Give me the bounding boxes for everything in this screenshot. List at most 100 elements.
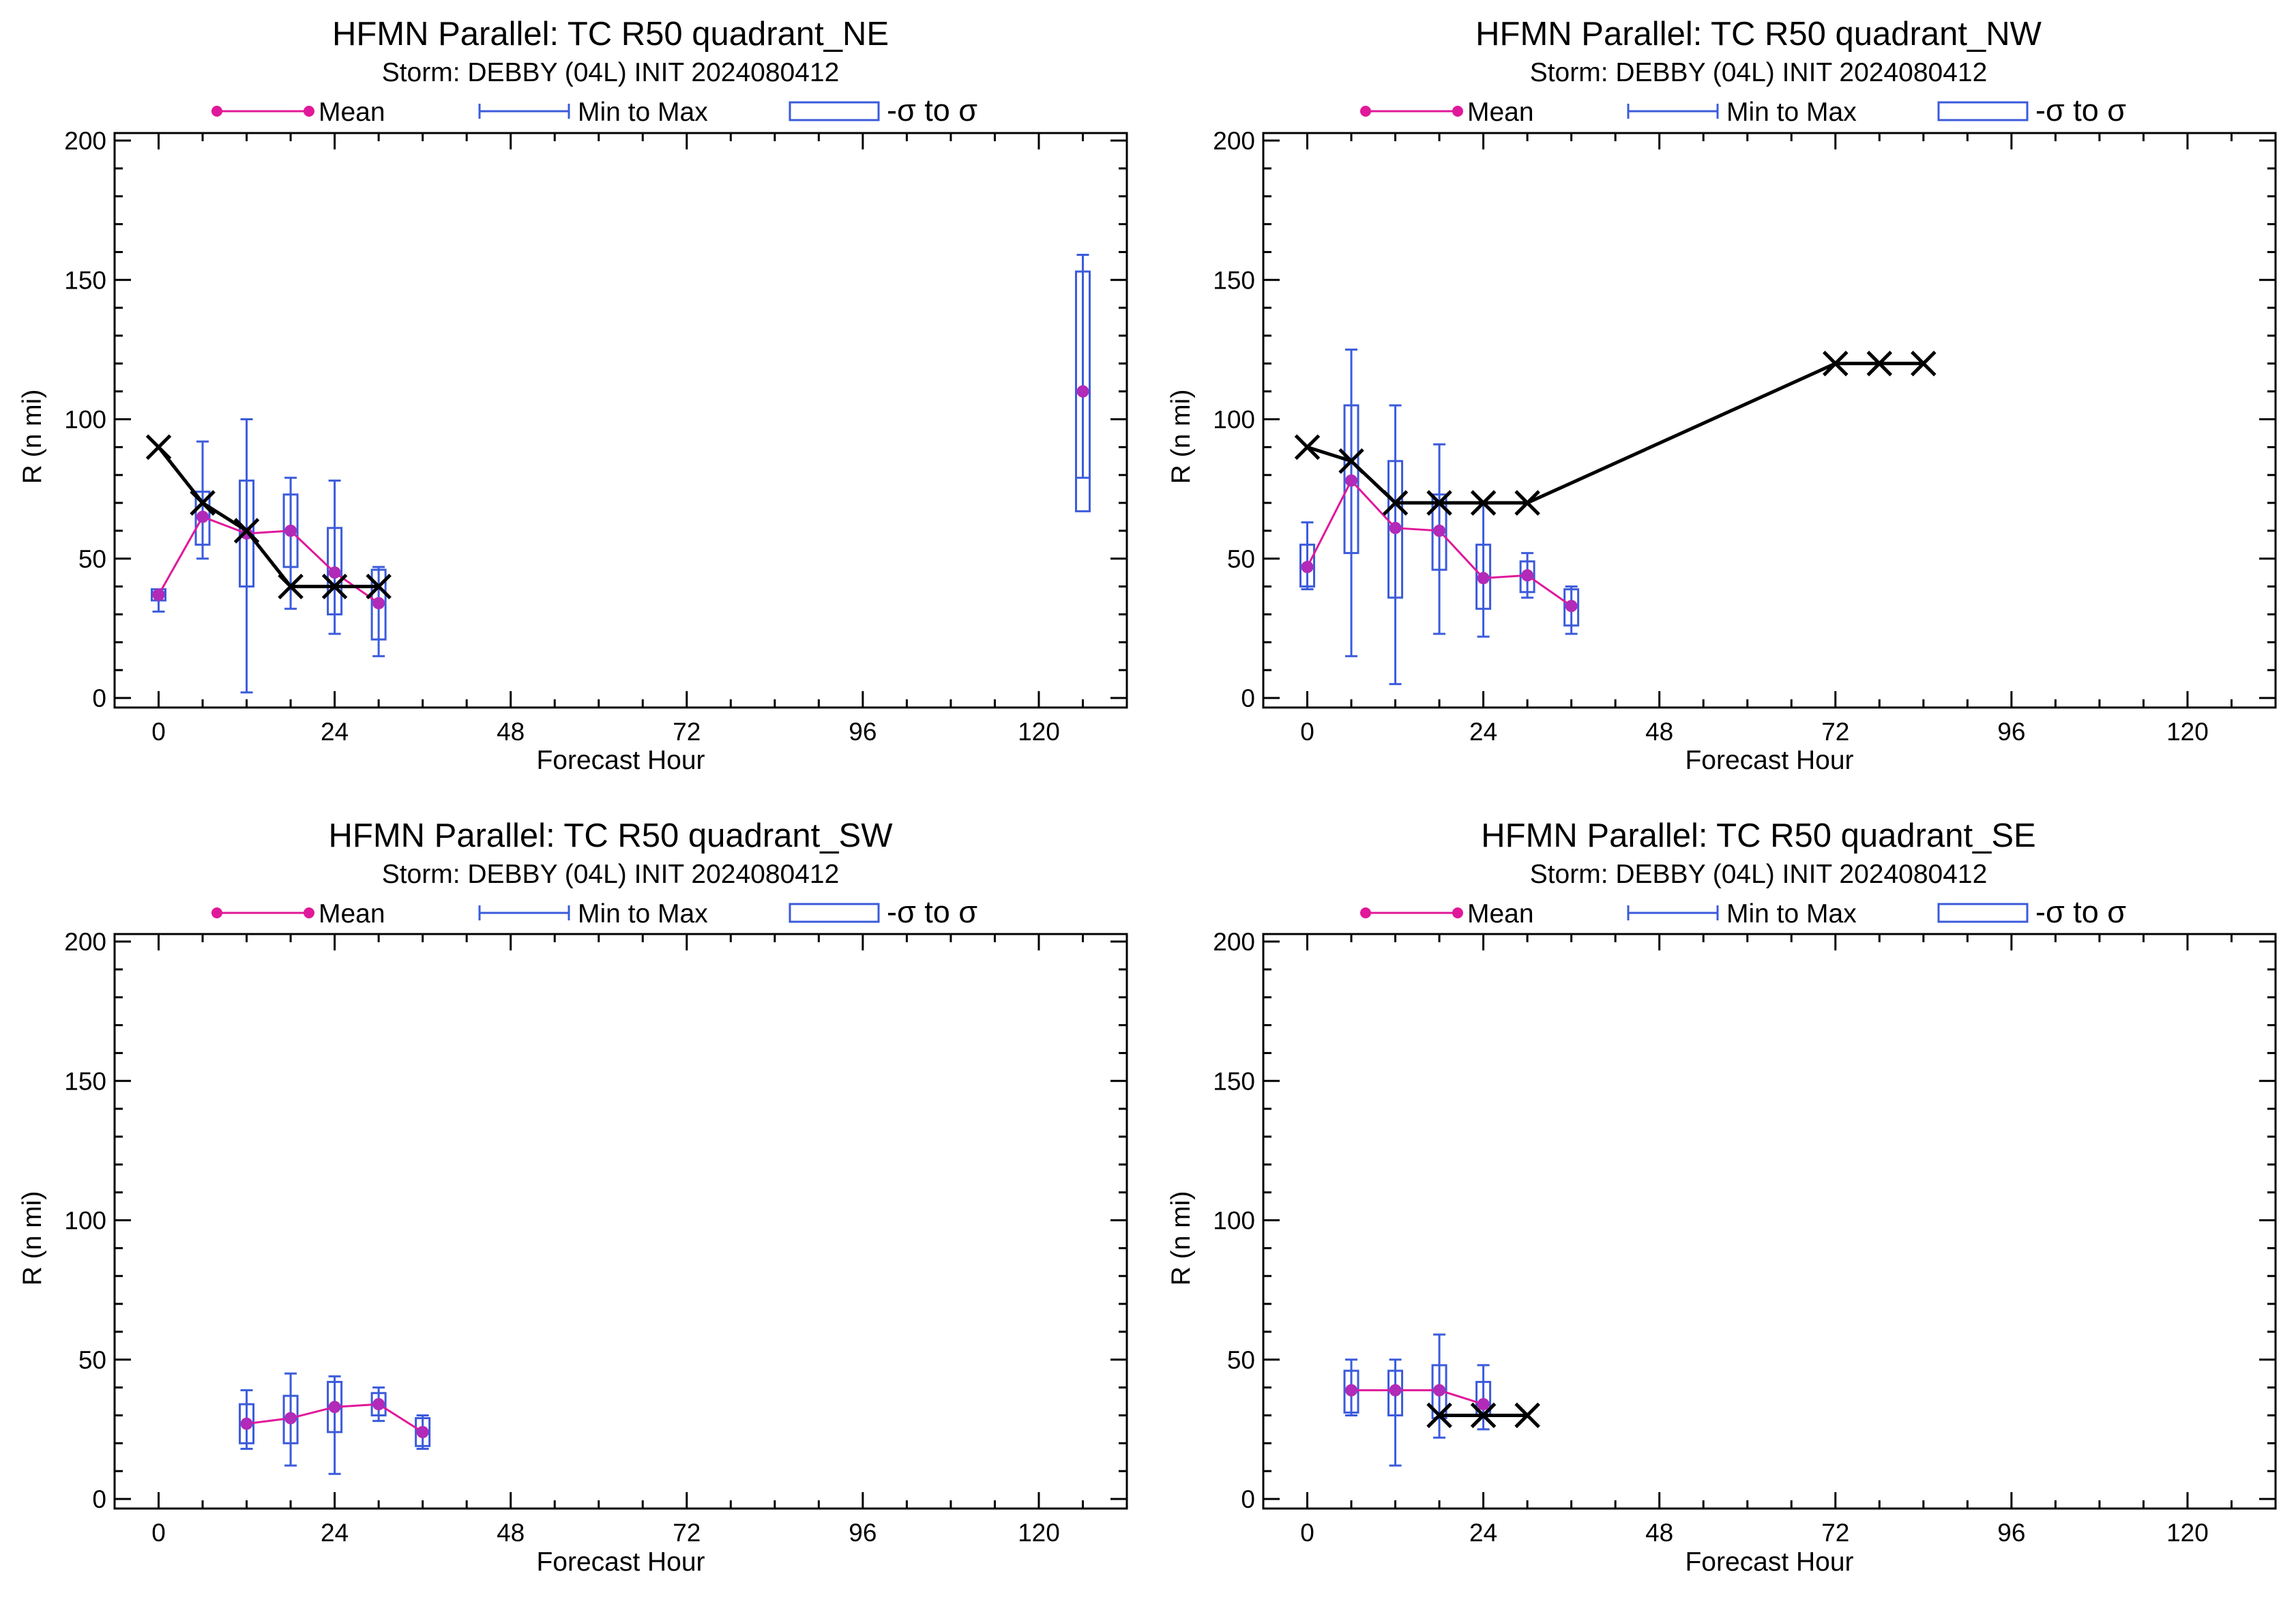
y-tick-label: 50 [78,545,106,573]
x-tick-label: 48 [1645,1519,1673,1547]
legend-minmax-label: Min to Max [1726,899,1857,929]
best-track-point [1823,351,1849,377]
best-track-point [366,573,392,600]
chart-subtitle: Storm: DEBBY (04L) INIT 2024080412 [382,860,840,889]
mean-point [1345,1384,1358,1397]
best-track-point [1294,434,1321,461]
y-tick-label: 50 [1227,1346,1255,1374]
legend-minmax-label: Min to Max [1726,98,1857,127]
plot-marks [1294,348,1937,686]
plot-axes: 0 24 48 72 96 120 0 50 100 150 200 [64,127,1128,746]
mean-point [240,1417,253,1430]
y-tick-label: 0 [92,684,106,712]
chart-title: HFMN Parallel: TC R50 quadrant_NW [1475,16,2042,53]
legend-mean-marker [1452,907,1463,918]
legend: Mean Min to Max -σ to σ [211,894,977,929]
sigma-box [327,527,343,615]
best-track-point [1470,490,1497,516]
sigma-box [1387,1369,1404,1416]
sigma-box [415,1417,431,1447]
best-track-point [1514,490,1540,516]
y-tick-label: 0 [92,1485,106,1513]
legend-sigma-box [1937,903,2029,923]
best-track-point [1382,490,1409,516]
x-tick-label: 24 [321,1519,349,1547]
legend-sigma-label: -σ to σ [2035,93,2126,128]
plot-marks [1343,1333,1540,1467]
legend-mean-marker [1360,907,1371,918]
y-tick-label: 50 [78,1346,106,1374]
y-tick-label: 0 [1241,1485,1255,1513]
mean-point [328,1401,341,1414]
x-tick-label: 48 [497,1519,525,1547]
legend-mean-label: Mean [319,899,385,929]
legend-sigma-box [1937,101,2029,121]
legend-sigma-label: -σ to σ [2035,894,2126,929]
legend-mean-label: Mean [1467,98,1534,127]
y-axis-label: R (n mi) [1166,390,1196,484]
panel-se: HFMN Parallel: TC R50 quadrant_SE Storm:… [1166,817,2277,1577]
mean-point [1076,385,1089,398]
mean-point [1477,1398,1490,1411]
mean-point [1433,524,1446,537]
chart-subtitle: Storm: DEBBY (04L) INIT 2024080412 [1530,58,1988,87]
mean-point [1433,1384,1446,1397]
panel-nw: HFMN Parallel: TC R50 quadrant_NW Storm:… [1166,16,2277,775]
best-track-point [145,434,172,461]
best-track-point [1514,1402,1540,1429]
mean-point [1565,600,1578,613]
chart-subtitle: Storm: DEBBY (04L) INIT 2024080412 [382,58,840,87]
mean-point [372,597,385,610]
sigma-box [1343,1369,1359,1414]
legend-mean-marker [1360,106,1371,117]
legend-sigma-label: -σ to σ [887,93,977,128]
mean-point [372,1398,385,1411]
best-track-point [1470,1402,1497,1429]
legend-mean-label: Mean [319,98,385,127]
sigma-box [1299,543,1316,588]
legend-mean-label: Mean [1467,899,1534,929]
y-tick-label: 150 [1213,1067,1255,1095]
y-tick-label: 200 [64,928,106,956]
panel-ne: HFMN Parallel: TC R50 quadrant_NE Storm:… [18,16,1128,775]
legend-mean-marker [211,907,222,918]
chart-subtitle: Storm: DEBBY (04L) INIT 2024080412 [1530,860,1988,889]
y-tick-label: 200 [1213,928,1255,956]
x-tick-label: 120 [2166,1519,2209,1547]
mean-point [1345,474,1358,487]
y-tick-label: 150 [1213,266,1255,294]
x-axis-label: Forecast Hour [1685,1547,1853,1577]
x-tick-label: 72 [1821,1519,1849,1547]
plot-axes: 0 24 48 72 96 120 0 50 100 150 200 [1213,928,2277,1547]
y-tick-label: 200 [64,127,106,155]
x-tick-label: 96 [849,1519,877,1547]
y-axis-label: R (n mi) [18,1191,47,1286]
y-axis-label: R (n mi) [1166,1191,1196,1286]
x-tick-label: 96 [1997,718,2025,746]
best-track-point [233,518,260,544]
y-tick-label: 200 [1213,127,1255,155]
mean-point [284,1412,297,1425]
best-track-point [321,573,348,600]
mean-point [152,588,165,601]
plot-marks [145,253,1091,694]
legend: Mean Min to Max -σ to σ [1360,894,2126,929]
chart-title: HFMN Parallel: TC R50 quadrant_SW [329,817,894,854]
legend-mean-marker [304,907,314,918]
y-tick-label: 100 [64,406,106,434]
mean-point [1477,572,1490,585]
x-tick-label: 96 [1997,1519,2025,1547]
y-tick-label: 100 [64,1207,106,1235]
y-tick-label: 0 [1241,684,1255,712]
x-tick-label: 96 [849,718,877,746]
mean-point [328,566,341,579]
x-tick-label: 72 [1821,718,1849,746]
legend-sigma-box [789,903,880,923]
legend-mean-marker [211,106,222,117]
x-tick-label: 120 [2166,718,2209,746]
best-track-point [1426,1402,1452,1429]
mean-point [1301,561,1314,574]
sigma-box [370,568,387,641]
